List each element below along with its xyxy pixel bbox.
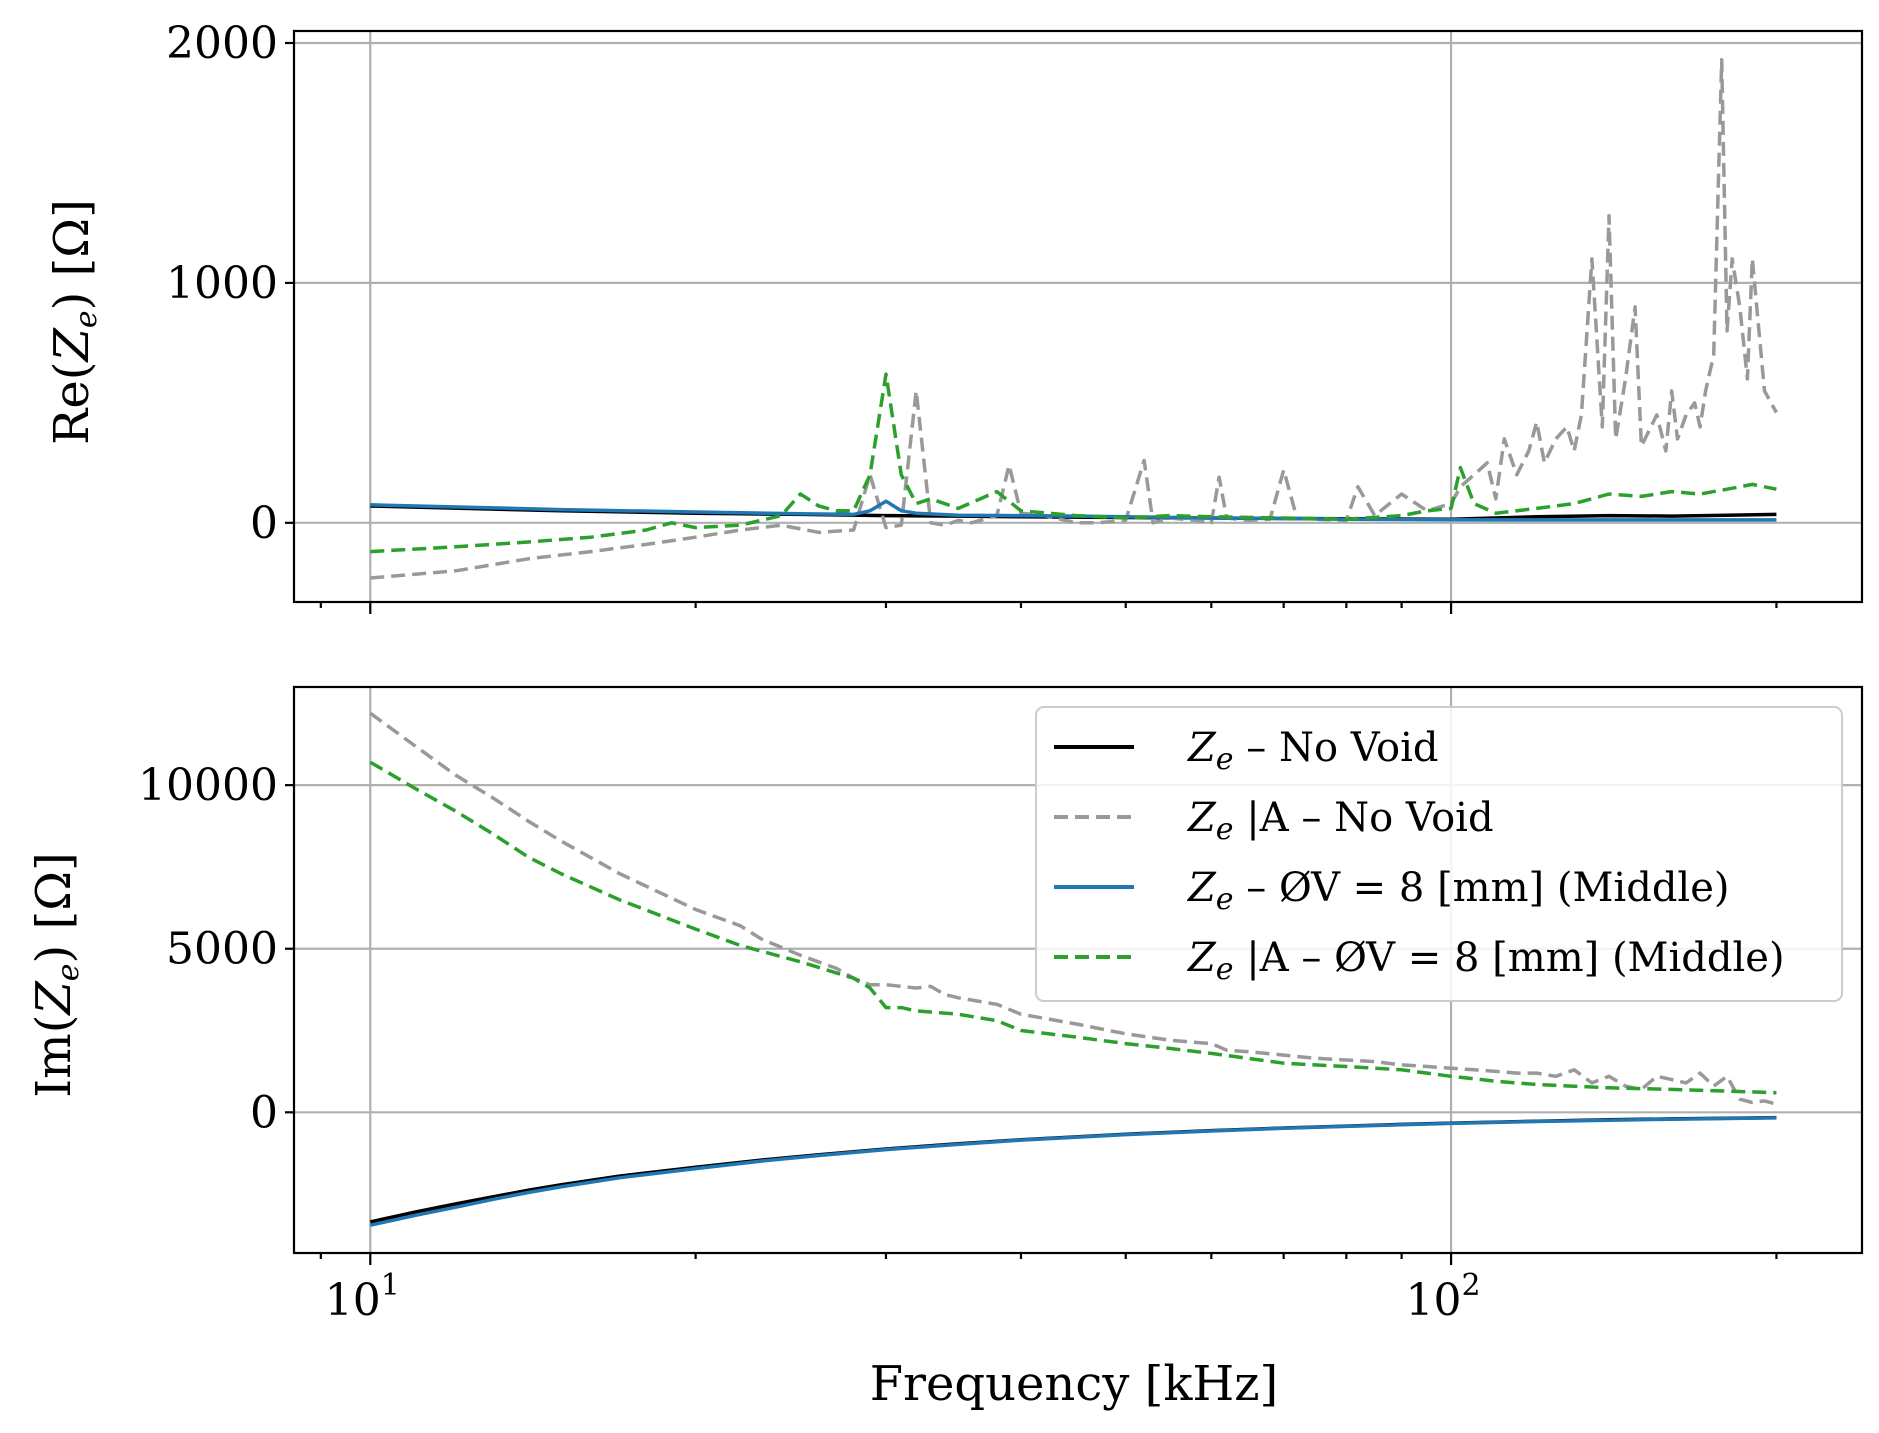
y-tick-label: 0 bbox=[250, 1087, 278, 1138]
legend-entry-tail: – ØV = 8 [mm] (Middle) bbox=[1234, 865, 1730, 911]
legend-entry-main: Z bbox=[1186, 725, 1217, 771]
y-tick-label: 0 bbox=[250, 498, 278, 549]
x-tick-label-base: 10 bbox=[325, 1275, 381, 1326]
y-tick-label: 2000 bbox=[166, 18, 278, 69]
y-axis-label-sub: e bbox=[69, 310, 104, 328]
series-line-1 bbox=[370, 58, 1778, 580]
y-axis-label-sub: e bbox=[51, 963, 86, 981]
legend-entry-tail: |A – ØV = 8 [mm] (Middle) bbox=[1234, 935, 1785, 981]
y-axis-label: Re(Ze) [Ω] bbox=[44, 199, 104, 445]
series-group bbox=[369, 711, 1777, 1227]
series-line-0 bbox=[369, 1115, 1777, 1224]
y-tick-label: 10000 bbox=[138, 760, 278, 811]
legend-entry-sub: e bbox=[1216, 952, 1234, 987]
y-axis-label-func: Im( bbox=[26, 1015, 82, 1098]
x-tick-label: 102 bbox=[1406, 1268, 1481, 1326]
series-line-1 bbox=[369, 711, 1777, 1106]
legend-entry-sub: e bbox=[1216, 812, 1234, 847]
axes-frame bbox=[292, 685, 1864, 1255]
top-panel-re: 0 1000 2000 Re(Ze) [Ω] bbox=[44, 18, 1864, 614]
series-line-2 bbox=[369, 1116, 1777, 1227]
legend-entry-label: Ze – ØV = 8 [mm] (Middle) bbox=[1186, 865, 1730, 917]
x-axis-label-group: Frequency [kHz] bbox=[870, 1356, 1279, 1412]
legend-entry-tail: |A – No Void bbox=[1234, 795, 1494, 841]
y-axis-label-main: Z bbox=[44, 327, 100, 364]
series-line-3 bbox=[369, 760, 1777, 1095]
legend-entry-main: Z bbox=[1186, 795, 1217, 841]
legend-entry-label: Ze |A – No Void bbox=[1186, 795, 1494, 847]
x-tick-label: 101 bbox=[325, 1268, 400, 1326]
y-axis-label-func: Re( bbox=[44, 362, 100, 445]
y-axis-label-unit: ) [Ω] bbox=[44, 199, 100, 310]
grid bbox=[294, 31, 1862, 602]
legend-entry-label: Ze – No Void bbox=[1186, 725, 1438, 777]
legend-entry-sub: e bbox=[1216, 742, 1234, 777]
series-line-2 bbox=[370, 499, 1777, 522]
y-axis-label-main: Z bbox=[26, 980, 82, 1017]
x-axis-label: Frequency [kHz] bbox=[870, 1356, 1279, 1412]
series-group bbox=[370, 58, 1778, 580]
x-tick-label-base: 10 bbox=[1406, 1275, 1462, 1326]
y-axis-label-unit: ) [Ω] bbox=[26, 852, 82, 963]
legend-entry-tail: – No Void bbox=[1234, 725, 1439, 771]
axes-frame bbox=[292, 29, 1864, 604]
y-tick-label: 5000 bbox=[166, 924, 278, 975]
x-tick-label-exponent: 2 bbox=[1462, 1268, 1481, 1303]
legend-entry-main: Z bbox=[1186, 865, 1217, 911]
legend-entry-main: Z bbox=[1186, 935, 1217, 981]
legend-entry-sub: e bbox=[1216, 882, 1234, 917]
series-line-3 bbox=[370, 372, 1777, 554]
y-axis-label: Im(Ze) [Ω] bbox=[26, 852, 86, 1098]
legend-box bbox=[1035, 706, 1843, 1002]
y-tick-label: 1000 bbox=[166, 258, 278, 309]
legend-entry-label: Ze |A – ØV = 8 [mm] (Middle) bbox=[1186, 935, 1785, 987]
x-tick-label-exponent: 1 bbox=[381, 1268, 400, 1303]
